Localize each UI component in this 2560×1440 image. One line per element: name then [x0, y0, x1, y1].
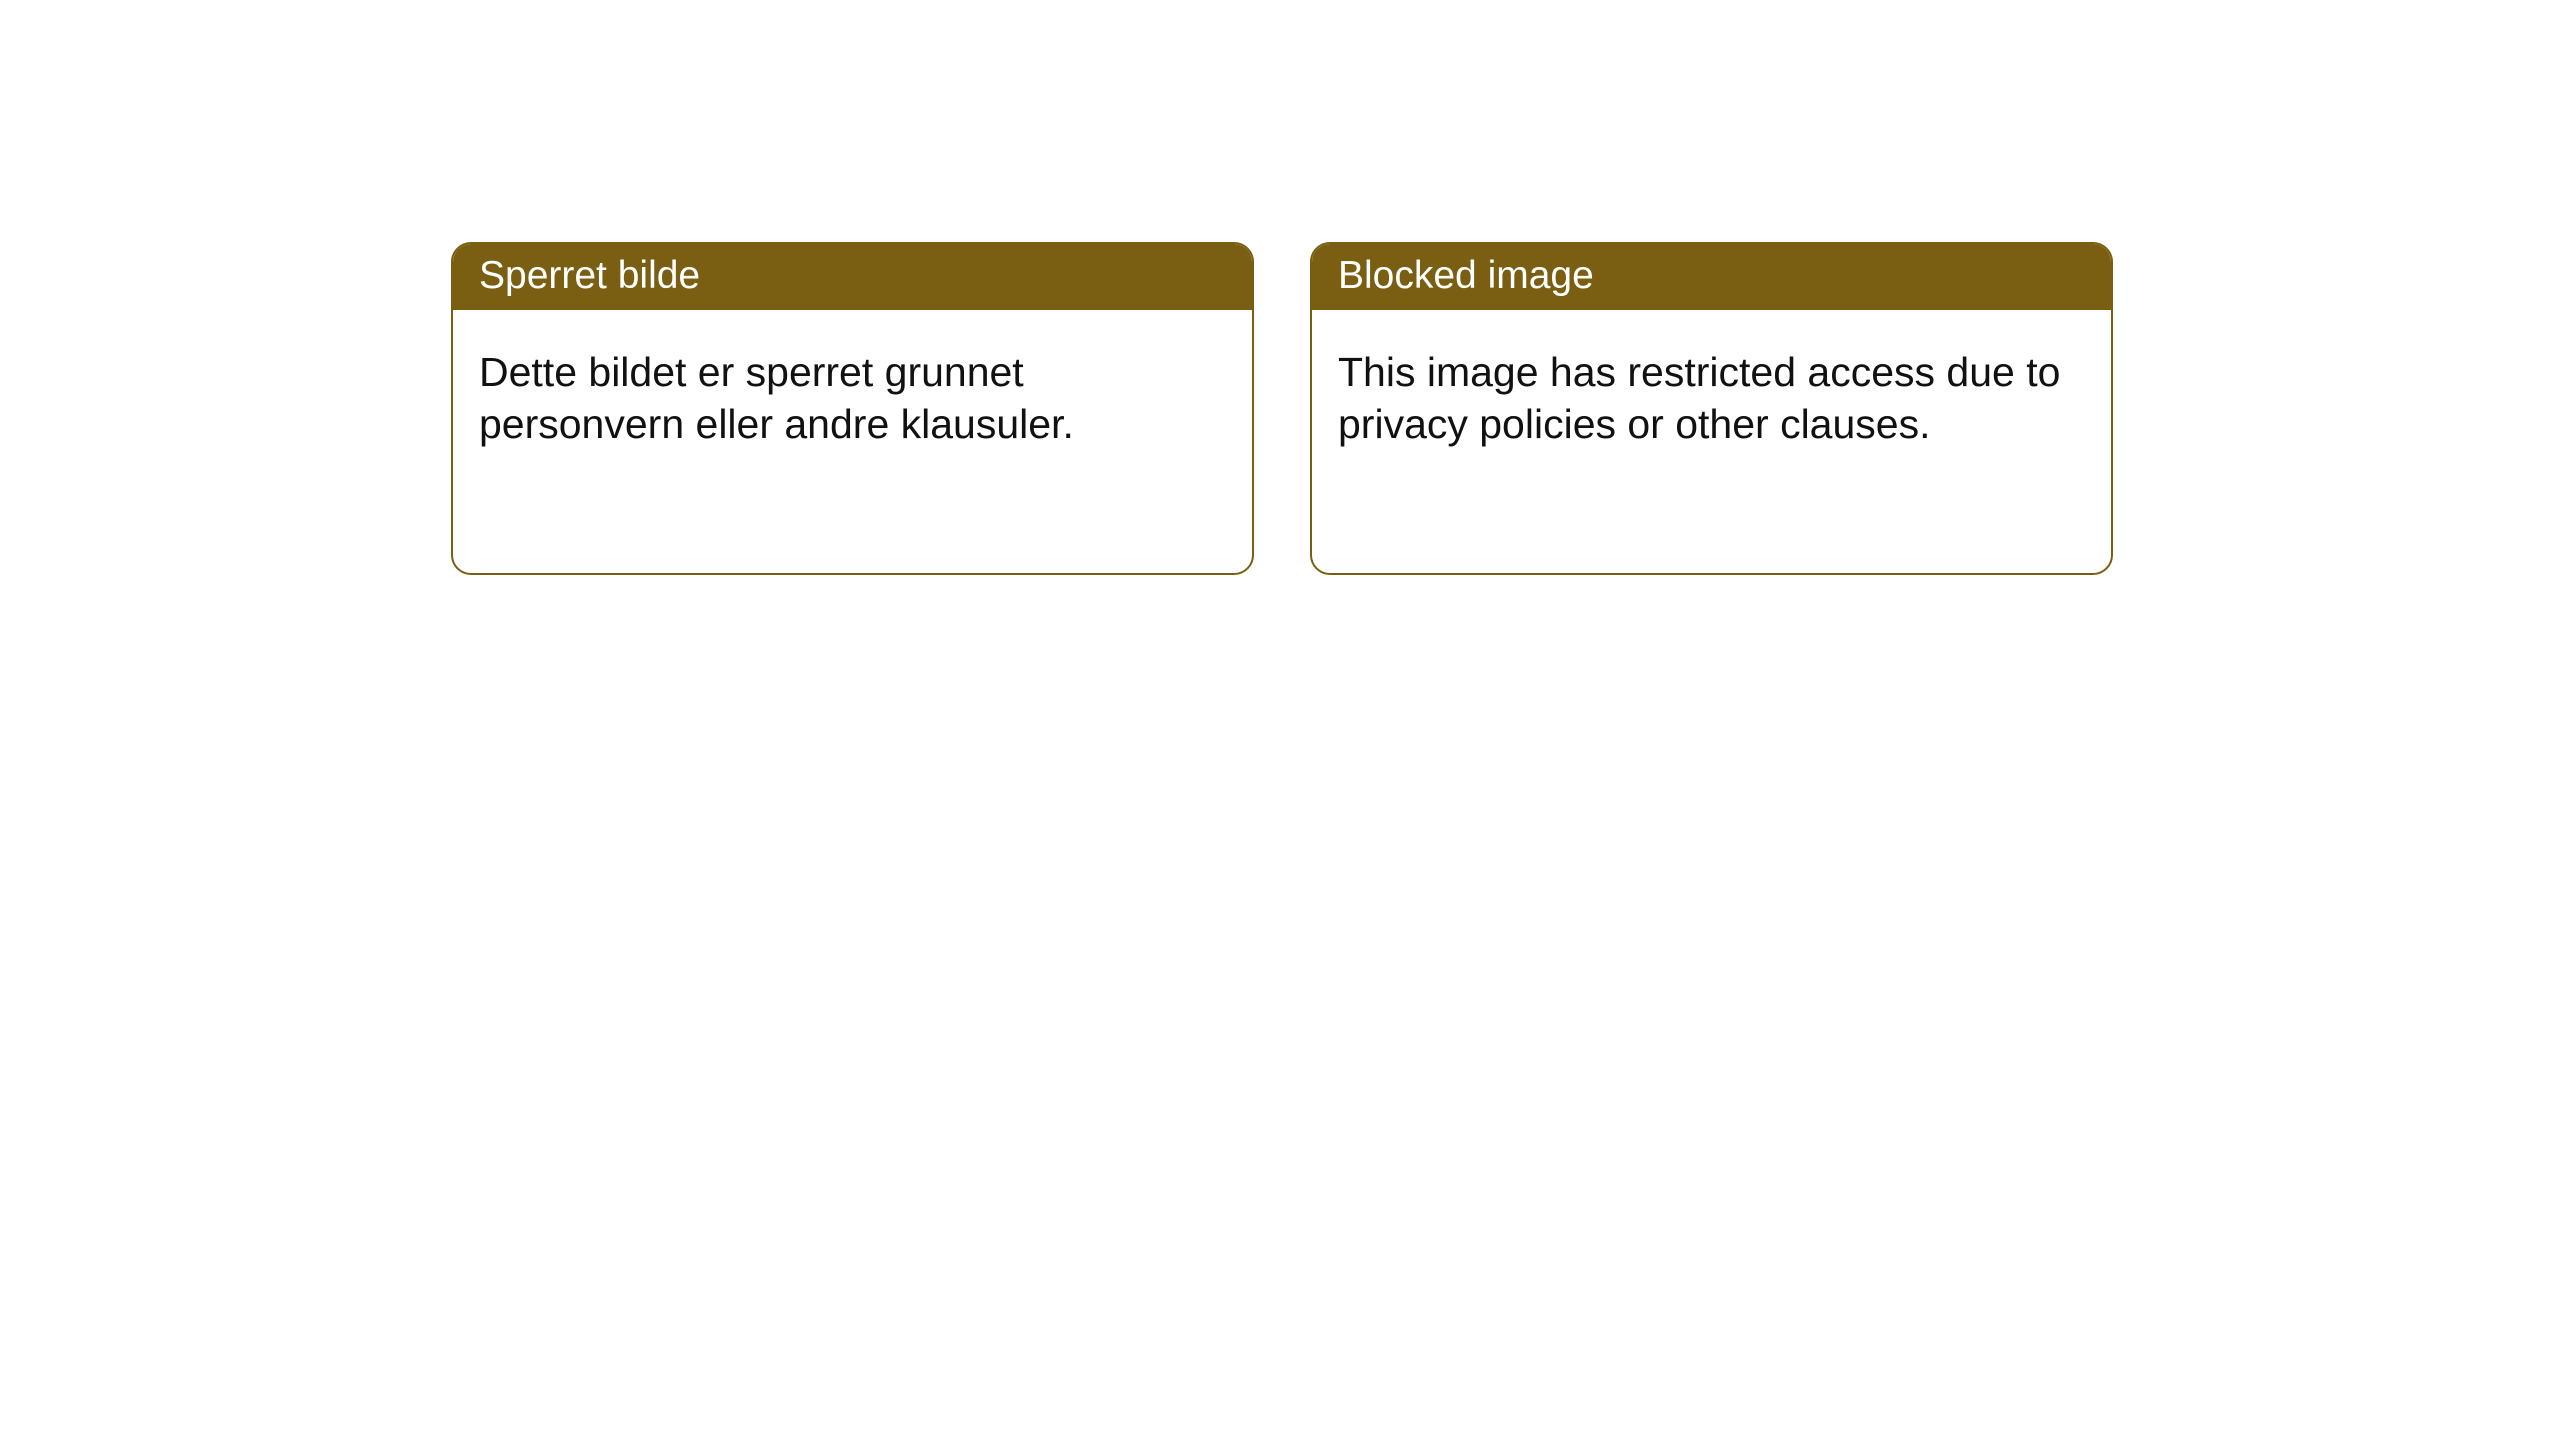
- card-body-text: Dette bildet er sperret grunnet personve…: [479, 349, 1074, 447]
- card-body: This image has restricted access due to …: [1312, 310, 2111, 486]
- card-body: Dette bildet er sperret grunnet personve…: [453, 310, 1252, 486]
- notice-container: Sperret bilde Dette bildet er sperret gr…: [0, 0, 2560, 575]
- card-header: Sperret bilde: [453, 244, 1252, 310]
- card-body-text: This image has restricted access due to …: [1338, 349, 2060, 447]
- card-title: Blocked image: [1338, 254, 1594, 297]
- card-title: Sperret bilde: [479, 254, 700, 297]
- card-header: Blocked image: [1312, 244, 2111, 310]
- blocked-image-card-no: Sperret bilde Dette bildet er sperret gr…: [451, 242, 1254, 575]
- blocked-image-card-en: Blocked image This image has restricted …: [1310, 242, 2113, 575]
